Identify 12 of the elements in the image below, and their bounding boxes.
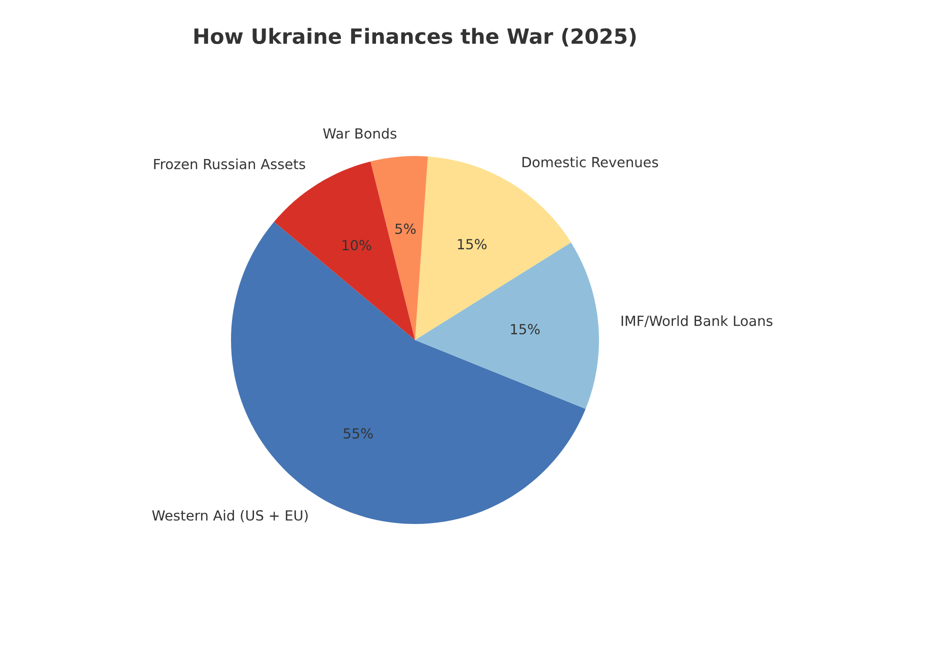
slice-label: Western Aid (US + EU): [152, 510, 308, 522]
data-label: 10%: [342, 240, 372, 250]
data-label: 5%: [395, 224, 416, 234]
slice-label: IMF/World Bank Loans: [622, 315, 772, 328]
slice-label: Domestic Revenues: [522, 156, 658, 168]
slice-label: War Bonds: [323, 128, 396, 139]
chart-title: How Ukraine Finances the War (2025): [194, 28, 636, 46]
pie-slice: [370, 156, 428, 340]
data-label: 55%: [344, 428, 373, 439]
data-label: 15%: [511, 324, 540, 334]
slice-label: Frozen Russian Assets: [154, 158, 306, 170]
data-label: 15%: [458, 238, 487, 250]
